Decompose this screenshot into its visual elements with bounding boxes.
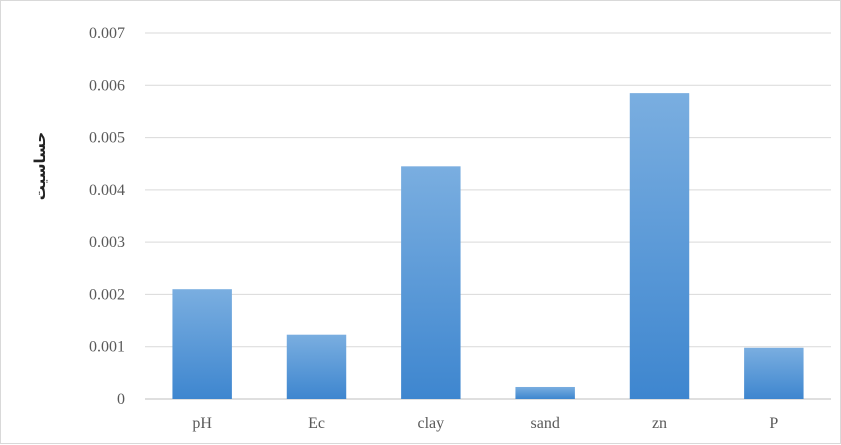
gridlines bbox=[145, 32, 831, 400]
y-tick-label: 0.001 bbox=[89, 339, 125, 356]
y-tick-label: 0.007 bbox=[89, 25, 125, 42]
y-tick-label: 0 bbox=[117, 391, 125, 408]
x-tick-label-sand: sand bbox=[531, 415, 560, 432]
bar-ec bbox=[286, 334, 347, 399]
bar-ph bbox=[172, 289, 232, 399]
y-tick-label: 0.004 bbox=[89, 182, 125, 199]
x-tick-label-ph: pH bbox=[192, 415, 212, 432]
y-tick-label: 0.006 bbox=[89, 77, 125, 94]
x-tick-label-zn: zn bbox=[652, 415, 667, 432]
y-axis-ticks: 0 0.001 0.002 0.003 0.004 0.005 0.006 0.007 bbox=[89, 25, 125, 408]
y-tick-label: 0.005 bbox=[89, 130, 125, 147]
bar-p bbox=[744, 347, 804, 399]
x-tick-label-clay: clay bbox=[418, 415, 445, 432]
y-axis-label: حساسیت bbox=[31, 132, 49, 200]
x-tick-label-ec: Ec bbox=[308, 415, 325, 432]
bar-zn bbox=[629, 93, 690, 399]
x-axis-ticks: pH Ec clay sand zn P bbox=[192, 415, 778, 432]
x-tick-label-p: P bbox=[769, 415, 778, 432]
y-tick-label: 0.003 bbox=[89, 234, 125, 251]
bar-clay bbox=[401, 166, 461, 399]
bars bbox=[172, 93, 804, 399]
y-tick-label: 0.002 bbox=[89, 286, 125, 303]
bar-sand bbox=[515, 386, 575, 399]
